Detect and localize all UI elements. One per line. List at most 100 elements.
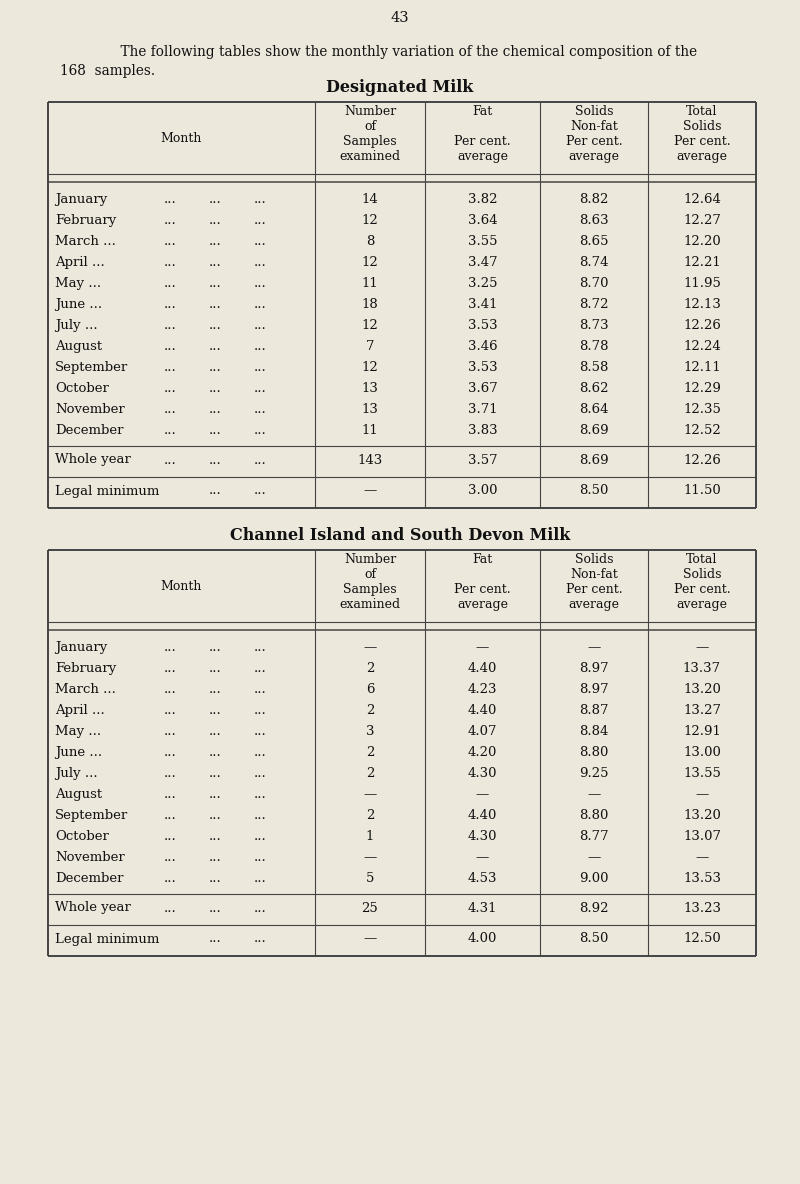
Text: average: average	[569, 150, 619, 163]
Text: 11.50: 11.50	[683, 484, 721, 497]
Text: ...: ...	[164, 340, 176, 353]
Text: 4.31: 4.31	[468, 901, 498, 914]
Text: 8.84: 8.84	[579, 725, 609, 738]
Text: Legal minimum: Legal minimum	[55, 933, 159, 946]
Text: 8.64: 8.64	[579, 403, 609, 416]
Text: ...: ...	[254, 234, 266, 247]
Text: —: —	[363, 789, 377, 802]
Text: April ...: April ...	[55, 256, 105, 269]
Text: Samples: Samples	[343, 135, 397, 148]
Text: ...: ...	[164, 277, 176, 290]
Text: 4.40: 4.40	[468, 809, 497, 822]
Text: 12.35: 12.35	[683, 403, 721, 416]
Text: 8.50: 8.50	[579, 484, 609, 497]
Text: 3.53: 3.53	[468, 318, 498, 332]
Text: ...: ...	[254, 641, 266, 654]
Text: 8.73: 8.73	[579, 318, 609, 332]
Text: ...: ...	[164, 234, 176, 247]
Text: —: —	[476, 789, 489, 802]
Text: ...: ...	[209, 424, 222, 437]
Text: 14: 14	[362, 193, 378, 206]
Text: 3.00: 3.00	[468, 484, 498, 497]
Text: 2: 2	[366, 662, 374, 675]
Text: 143: 143	[358, 453, 382, 466]
Text: —: —	[363, 851, 377, 864]
Text: 8.74: 8.74	[579, 256, 609, 269]
Text: 13.20: 13.20	[683, 683, 721, 696]
Text: 11.95: 11.95	[683, 277, 721, 290]
Text: Solids: Solids	[574, 553, 614, 566]
Text: ...: ...	[164, 641, 176, 654]
Text: 8.50: 8.50	[579, 933, 609, 946]
Text: ...: ...	[254, 725, 266, 738]
Text: average: average	[457, 150, 508, 163]
Text: 4.23: 4.23	[468, 683, 498, 696]
Text: 12.29: 12.29	[683, 382, 721, 395]
Text: —: —	[695, 851, 709, 864]
Text: 4.53: 4.53	[468, 871, 498, 884]
Text: —: —	[587, 851, 601, 864]
Text: ...: ...	[209, 683, 222, 696]
Text: ...: ...	[209, 382, 222, 395]
Text: October: October	[55, 830, 109, 843]
Text: 8.77: 8.77	[579, 830, 609, 843]
Text: 3.55: 3.55	[468, 234, 498, 247]
Text: Per cent.: Per cent.	[674, 135, 730, 148]
Text: 12.13: 12.13	[683, 298, 721, 311]
Text: 3.57: 3.57	[468, 453, 498, 466]
Text: —: —	[587, 641, 601, 654]
Text: ...: ...	[164, 214, 176, 227]
Text: Whole year: Whole year	[55, 901, 131, 914]
Text: ...: ...	[254, 277, 266, 290]
Text: Fat: Fat	[472, 105, 493, 118]
Text: December: December	[55, 424, 123, 437]
Text: ...: ...	[164, 683, 176, 696]
Text: November: November	[55, 403, 125, 416]
Text: ...: ...	[209, 277, 222, 290]
Text: 3.67: 3.67	[468, 382, 498, 395]
Text: 12: 12	[362, 361, 378, 374]
Text: average: average	[569, 598, 619, 611]
Text: 13.37: 13.37	[683, 662, 721, 675]
Text: 13.23: 13.23	[683, 901, 721, 914]
Text: March ...: March ...	[55, 683, 116, 696]
Text: 4.40: 4.40	[468, 704, 497, 718]
Text: January: January	[55, 641, 107, 654]
Text: ...: ...	[164, 704, 176, 718]
Text: —: —	[363, 933, 377, 946]
Text: December: December	[55, 871, 123, 884]
Text: —: —	[695, 641, 709, 654]
Text: ...: ...	[254, 933, 266, 946]
Text: ...: ...	[209, 933, 222, 946]
Text: of: of	[364, 568, 376, 581]
Text: 168  samples.: 168 samples.	[60, 64, 155, 78]
Text: 8.69: 8.69	[579, 424, 609, 437]
Text: February: February	[55, 214, 116, 227]
Text: average: average	[677, 598, 727, 611]
Text: —: —	[363, 484, 377, 497]
Text: 12.26: 12.26	[683, 318, 721, 332]
Text: Number: Number	[344, 553, 396, 566]
Text: Channel Island and South Devon Milk: Channel Island and South Devon Milk	[230, 528, 570, 545]
Text: Designated Milk: Designated Milk	[326, 79, 474, 97]
Text: ...: ...	[209, 484, 222, 497]
Text: ...: ...	[164, 403, 176, 416]
Text: ...: ...	[209, 318, 222, 332]
Text: 12: 12	[362, 214, 378, 227]
Text: 8.62: 8.62	[579, 382, 609, 395]
Text: —: —	[476, 851, 489, 864]
Text: May ...: May ...	[55, 277, 101, 290]
Text: —: —	[476, 641, 489, 654]
Text: ...: ...	[254, 830, 266, 843]
Text: ...: ...	[164, 901, 176, 914]
Text: 4.07: 4.07	[468, 725, 498, 738]
Text: ...: ...	[164, 453, 176, 466]
Text: Solids: Solids	[574, 105, 614, 118]
Text: ...: ...	[209, 453, 222, 466]
Text: ...: ...	[164, 789, 176, 802]
Text: 12: 12	[362, 256, 378, 269]
Text: November: November	[55, 851, 125, 864]
Text: 1: 1	[366, 830, 374, 843]
Text: 7: 7	[366, 340, 374, 353]
Text: ...: ...	[254, 809, 266, 822]
